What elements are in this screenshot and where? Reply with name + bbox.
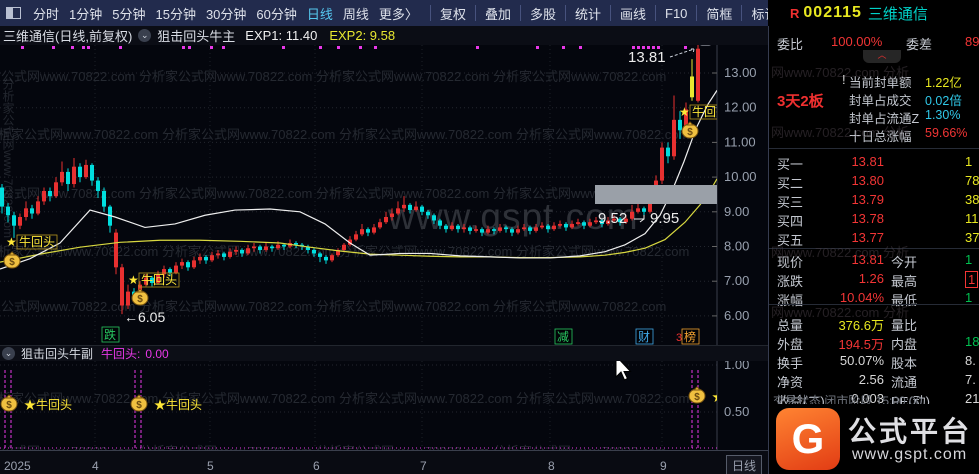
weibi-label: 委比 — [777, 37, 804, 52]
tool-button-统计[interactable]: 统计 — [574, 6, 601, 22]
period-tabs: 分时 1分钟 5分钟 15分钟 30分钟 60分钟 日线 周线 更多〉 — [28, 4, 423, 23]
bid-row-买二: 买二 13.80 78 — [777, 173, 979, 191]
toolbar-divider — [519, 5, 521, 21]
quote-row-净资: 净资 2.56 流通 7. — [777, 372, 976, 390]
weicha-label: 委差 — [906, 37, 933, 52]
main-chart-header: 三维通信(日线,前复权) ⌄ 狙击回头牛主 EXP1: 11.40 EXP2: … — [0, 26, 768, 45]
x-axis-label: 2025年 — [4, 459, 31, 473]
period-tab-周线[interactable]: 周线 — [342, 6, 369, 22]
stock-title-bar: R 002115 三维通信 — [768, 0, 979, 26]
gspt-logo-title: 公式平台 — [848, 416, 973, 447]
toolbar-divider — [564, 5, 566, 21]
period-tab-60分钟[interactable]: 60分钟 — [256, 6, 297, 22]
period-tab-5分钟[interactable]: 5分钟 — [112, 6, 146, 22]
exp2-value: EXP2: 9.58 — [329, 28, 396, 43]
exp1-value: EXP1: 11.40 — [245, 28, 318, 43]
divider — [769, 304, 979, 305]
chart-title: 三维通信(日线,前复权) — [3, 29, 133, 44]
watermark-vertical: 分析家公式网www.70822.com — [1, 78, 15, 239]
chart-background — [0, 26, 768, 450]
tool-button-复权[interactable]: 复权 — [439, 6, 466, 22]
r-badge: R — [790, 5, 800, 21]
collapse-tab[interactable]: ︿ — [863, 50, 901, 63]
sub-indicator-value: 0.00 — [145, 346, 169, 361]
toolbar-divider — [474, 5, 476, 21]
weibi-value: 100.00% — [831, 34, 883, 49]
toolbar-divider — [429, 5, 431, 21]
tool-button-F10[interactable]: F10 — [665, 5, 688, 21]
seal-row: 封单占流通Z 1.30% — [849, 108, 961, 126]
period-tab-更多〉[interactable]: 更多〉 — [378, 6, 418, 22]
gspt-g-icon: G — [776, 408, 840, 470]
x-axis-label: 4 — [92, 459, 99, 473]
seal-row: 封单占成交 0.02倍 — [849, 94, 962, 108]
divider — [769, 148, 979, 149]
gspt-logo-url: www.gspt.com — [852, 446, 968, 463]
seal-row: 十日总涨幅 59.66% — [849, 126, 968, 144]
x-axis-label: 8 — [548, 459, 555, 473]
split-pane-icon[interactable] — [6, 7, 21, 19]
x-axis-label: 5 — [207, 459, 214, 473]
period-label-box[interactable]: 日线 — [726, 455, 763, 474]
seal-row: 当前封单额 1.22亿! — [842, 72, 962, 90]
weibi-row: 委比 100.00% 委差 89 — [769, 34, 979, 52]
quote-row-现价: 现价 13.81 今开 1 — [777, 252, 973, 270]
quote-row-涨幅: 涨幅 10.04% 最低 1 — [777, 290, 973, 308]
period-tab-1分钟[interactable]: 1分钟 — [69, 6, 103, 22]
x-axis-label: 7 — [420, 459, 427, 473]
sub-chart-header: ⌄ 狙击回头牛副 牛回头: 0.00 — [0, 345, 768, 361]
tool-button-多股[interactable]: 多股 — [529, 6, 556, 22]
x-axis-label: 9 — [660, 459, 667, 473]
watermark-gspt: www.gspt.com — [388, 196, 639, 237]
board-tag: 3天2板 — [777, 93, 824, 110]
quote-row-涨跌: 涨跌 1.26 最高 1 — [769, 271, 979, 289]
period-tab-30分钟[interactable]: 30分钟 — [205, 6, 247, 22]
main-indicator-name[interactable]: 狙击回头牛主 — [157, 29, 236, 44]
bid-row-买五: 买五 13.77 37 — [777, 230, 979, 248]
top-toolbar: 分时 1分钟 5分钟 15分钟 30分钟 60分钟 日线 周线 更多〉 复权 叠加 多股 统计 画线 F1… — [0, 0, 872, 26]
period-tab-日线[interactable]: 日线 — [306, 6, 333, 22]
bid-row-买四: 买四 13.78 11 — [777, 211, 979, 229]
chevron-down-icon[interactable]: ⌄ — [2, 347, 15, 360]
gspt-logo[interactable]: G 公式平台 www.gspt.com — [770, 404, 979, 474]
sub-indicator-label: 牛回头: — [101, 347, 141, 361]
chevron-down-icon[interactable]: ⌄ — [138, 29, 152, 42]
toolbar-divider — [741, 5, 743, 21]
divider — [769, 248, 979, 249]
sub-indicator-name[interactable]: 狙击回头牛副 — [21, 347, 94, 361]
time-axis[interactable]: 2025年 4 5 6 7 8 9 日线 — [0, 450, 768, 474]
x-axis-label: 6 — [313, 459, 320, 473]
weicha-value: 89 — [965, 34, 979, 49]
bid-row-买一: 买一 13.81 1 — [777, 154, 973, 172]
tool-button-画线[interactable]: 画线 — [620, 6, 647, 22]
toolbar-divider — [696, 5, 698, 21]
period-tab-分时[interactable]: 分时 — [33, 6, 60, 22]
bid-row-买三: 买三 13.79 38 — [777, 192, 979, 210]
stock-code: 002115 — [803, 4, 862, 21]
quote-row-换手: 换手 50.07% 股本 8. — [777, 353, 976, 371]
alert-bang-icon: ! — [842, 72, 846, 87]
period-tab-15分钟[interactable]: 15分钟 — [155, 6, 196, 22]
tool-button-叠加[interactable]: 叠加 — [484, 6, 511, 22]
toolbar-divider — [655, 5, 657, 21]
stock-name: 三维通信 — [867, 5, 928, 23]
tool-button-简框[interactable]: 简框 — [706, 6, 733, 22]
quote-row-总量: 总量 376.6万 量比 — [777, 318, 918, 333]
toolbar-divider — [610, 5, 611, 21]
